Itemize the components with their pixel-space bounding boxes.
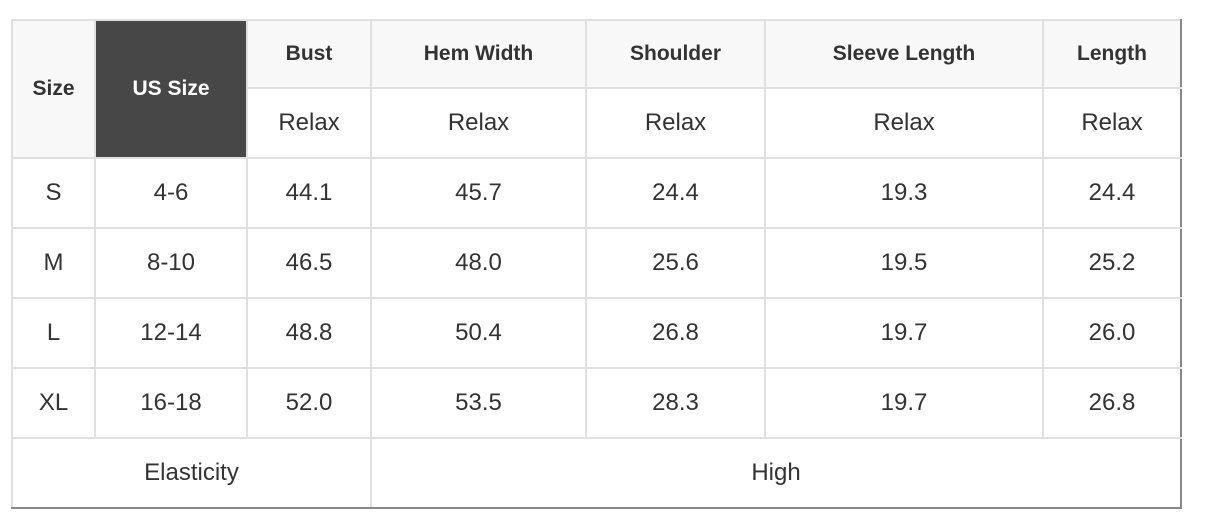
value-cell: 28.3 [585, 367, 766, 439]
header-shoulder: Shoulder [585, 19, 766, 89]
us-size-cell: 16-18 [94, 367, 248, 439]
elasticity-value: High [370, 437, 1182, 509]
table-row: M 8-10 46.5 48.0 25.6 19.5 25.2 [11, 227, 1182, 299]
elasticity-row: Elasticity High [11, 437, 1182, 509]
header-size: Size [11, 19, 96, 159]
size-chart-table: Size US Size Bust Hem Width Shoulder Sle… [11, 19, 1182, 509]
value-cell: 26.8 [585, 297, 766, 369]
fit-label: Relax [1042, 87, 1182, 159]
table-row: L 12-14 48.8 50.4 26.8 19.7 26.0 [11, 297, 1182, 369]
value-cell: 48.0 [370, 227, 587, 299]
header-us-size: US Size [94, 19, 248, 159]
value-cell: 26.0 [1042, 297, 1182, 369]
us-size-cell: 8-10 [94, 227, 248, 299]
value-cell: 24.4 [585, 157, 766, 229]
value-cell: 25.2 [1042, 227, 1182, 299]
size-cell: M [11, 227, 96, 299]
header-length: Length [1042, 19, 1182, 89]
value-cell: 19.7 [764, 367, 1044, 439]
value-cell: 25.6 [585, 227, 766, 299]
value-cell: 50.4 [370, 297, 587, 369]
value-cell: 46.5 [246, 227, 372, 299]
header-row: Size US Size Bust Hem Width Shoulder Sle… [11, 19, 1182, 159]
elasticity-label: Elasticity [11, 437, 372, 509]
size-cell: L [11, 297, 96, 369]
table-row: XL 16-18 52.0 53.5 28.3 19.7 26.8 [11, 367, 1182, 439]
value-cell: 26.8 [1042, 367, 1182, 439]
value-cell: 48.8 [246, 297, 372, 369]
header-sleeve-length: Sleeve Length [764, 19, 1044, 89]
subheader-row: Relax Relax Relax Relax Relax [12, 87, 1182, 159]
value-cell: 45.7 [370, 157, 587, 229]
value-cell: 19.7 [764, 297, 1044, 369]
us-size-cell: 4-6 [94, 157, 248, 229]
fit-label: Relax [764, 87, 1044, 159]
fit-label: Relax [246, 87, 372, 159]
value-cell: 52.0 [246, 367, 372, 439]
table-row: S 4-6 44.1 45.7 24.4 19.3 24.4 [11, 157, 1182, 229]
value-cell: 19.5 [764, 227, 1044, 299]
size-cell: S [11, 157, 96, 229]
value-cell: 53.5 [370, 367, 587, 439]
value-cell: 24.4 [1042, 157, 1182, 229]
value-cell: 19.3 [764, 157, 1044, 229]
us-size-cell: 12-14 [94, 297, 248, 369]
value-cell: 44.1 [246, 157, 372, 229]
header-hem-width: Hem Width [370, 19, 587, 89]
fit-label: Relax [585, 87, 766, 159]
header-bust: Bust [246, 19, 372, 89]
size-cell: XL [11, 367, 96, 439]
fit-label: Relax [370, 87, 587, 159]
